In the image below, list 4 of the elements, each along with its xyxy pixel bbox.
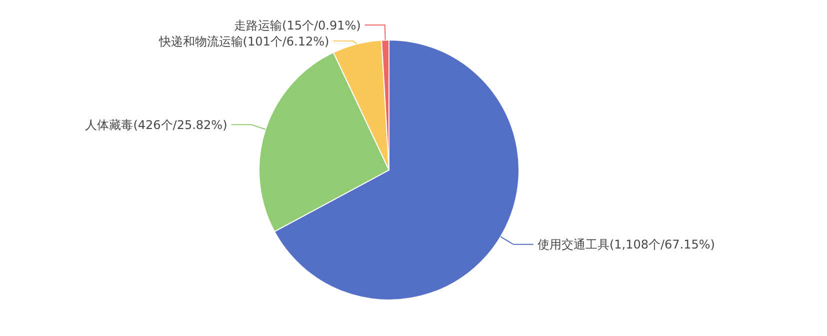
slice-label: 走路运输(15个/0.91%) (234, 18, 361, 32)
slice-label: 人体藏毒(426个/25.82%) (85, 118, 228, 132)
slice-label: 快递和物流运输(101个/6.12%) (158, 34, 330, 48)
slice-label: 使用交通工具(1,108个/67.15%) (537, 238, 715, 252)
